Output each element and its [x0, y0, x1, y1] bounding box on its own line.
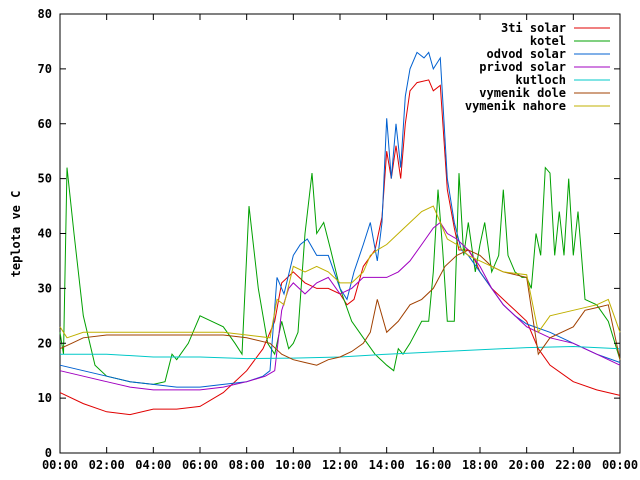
y-tick-label: 10 [38, 391, 52, 405]
series-line-privod-solar [59, 221, 621, 391]
x-tick-label: 20:00 [509, 458, 545, 472]
y-tick-label: 50 [38, 172, 52, 186]
x-tick-label: 22:00 [555, 458, 591, 472]
ticks-group: 0 10 20 30 40 50 60 70 80 00:00 02:00 04:00 06:00 08:… [38, 7, 639, 472]
y-tick-label: 40 [38, 227, 52, 241]
x-tick-label: 02:00 [89, 458, 125, 472]
x-tick-label: 06:00 [182, 458, 218, 472]
x-tick-label: 14:00 [369, 458, 405, 472]
legend-label: kotel [530, 34, 566, 48]
legend-label: odvod solar [487, 47, 566, 61]
x-tick-label: 16:00 [415, 458, 451, 472]
y-tick-label: 70 [38, 62, 52, 76]
x-tick-label: 08:00 [229, 458, 265, 472]
x-tick-label: 10:00 [275, 458, 311, 472]
series-group [59, 51, 621, 416]
legend-label: vymenik dole [479, 86, 566, 100]
y-tick-label: 0 [45, 446, 52, 460]
legend-label: vymenik nahore [465, 99, 566, 113]
series-line-3ti-solar [59, 79, 621, 416]
y-tick-label: 20 [38, 336, 52, 350]
legend-label: 3ti solar [501, 21, 566, 35]
legend-label: kutloch [515, 73, 566, 87]
series-line-kotel [59, 166, 621, 385]
x-tick-label: 04:00 [135, 458, 171, 472]
y-tick-label: 30 [38, 281, 52, 295]
series-line-vymenik-dole [59, 249, 621, 366]
x-tick-label: 12:00 [322, 458, 358, 472]
legend-label: privod solar [479, 60, 566, 74]
x-tick-label: 00:00 [42, 458, 78, 472]
y-tick-label: 60 [38, 117, 52, 131]
y-axis-label: teplota ve C [9, 191, 23, 278]
x-tick-label: 18:00 [462, 458, 498, 472]
y-tick-label: 80 [38, 7, 52, 21]
x-tick-label: 00:00 [602, 458, 638, 472]
series-line-vymenik-nahore [59, 205, 621, 339]
